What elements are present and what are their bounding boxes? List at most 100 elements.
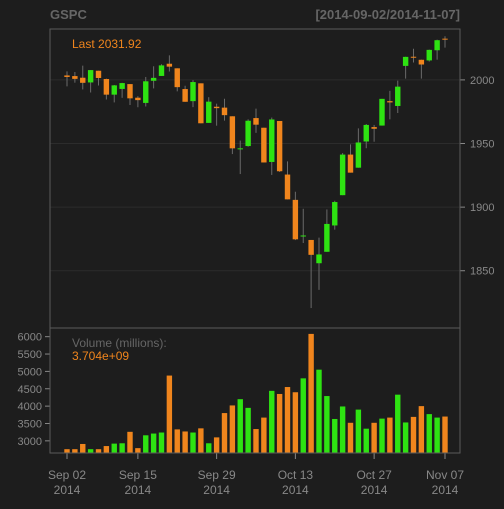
candle-body [245,120,251,147]
volume-tick-label: 4500 [18,384,42,396]
volume-bar [111,443,117,453]
x-tick-year: 2014 [54,483,81,497]
x-tick-year: 2014 [361,483,388,497]
candle-body [300,235,306,237]
candle-body [316,254,322,264]
volume-bar [206,443,212,453]
volume-bar [166,375,173,453]
volume-bar [284,387,291,453]
volume-bar [316,369,322,453]
price-tick-label: 1900 [470,202,494,214]
candle-body [410,56,417,58]
volume-panel-frame [49,327,461,454]
volume-bar [261,417,267,453]
volume-bar [434,417,440,453]
x-tick-year: 2014 [432,483,459,497]
candle-body [434,40,440,51]
volume-bar [395,394,401,453]
candle-body [347,154,354,173]
candle-body [442,38,448,40]
volume-tick-label: 5000 [18,366,42,378]
candle-body [355,142,362,168]
candle-body [339,154,346,196]
volume-bar [190,432,196,453]
price-tick-label: 2000 [470,75,494,87]
volume-bar [182,431,188,453]
candle-body [213,106,220,109]
volume-axis: 3000 3500 4000 4500 5000 5500 6000 [18,332,50,448]
volume-bar [339,406,346,453]
volume-bar [237,399,243,453]
candle-body [276,120,283,172]
candle-body [371,127,377,129]
candle-body [127,84,133,99]
candle-body [119,83,125,89]
volume-bar [371,422,377,453]
candle-body [190,82,196,102]
volume-bar [72,449,78,453]
volume-bar [355,409,362,453]
candle-body [174,68,180,88]
volume-tick-label: 6000 [18,332,42,344]
volume-bar [269,390,275,453]
candle-body [402,56,409,66]
volume-bar [379,418,385,453]
candle-body [166,63,173,67]
volume-bar [80,443,86,453]
volume-tick-label: 3000 [18,436,42,448]
candle-body [72,76,78,79]
candle-body [332,202,338,226]
volume-bar [174,429,180,453]
x-tick-label: Nov 07 [426,468,464,482]
volume-bar [245,407,251,453]
x-tick-label: Sep 15 [119,468,157,482]
candle-body [292,199,299,240]
volume-bar [143,435,149,453]
volume-bar [87,449,94,453]
volume-last-label: 3.704e+09 [72,349,129,363]
candle-body [182,89,188,102]
candle-body [221,107,228,116]
candle-body [379,98,385,126]
price-grid [50,79,460,272]
candle-body [324,223,330,252]
volume-bar [300,378,306,453]
volume-bar [402,422,409,453]
candle-body [143,81,149,103]
candle-body [253,118,259,125]
price-tick-label: 1850 [470,266,494,278]
x-tick-label: Sep 29 [198,468,236,482]
x-tick-label: Sep 02 [48,468,86,482]
volume-bar [229,405,236,453]
candle-body [229,116,236,149]
volume-bar [95,449,102,453]
volume-bar [442,416,448,453]
volume-bar [387,417,393,453]
volume-bar [363,428,369,453]
volume-bar [127,431,133,453]
candle-body [269,119,275,162]
candle-body [64,75,70,77]
volume-bar [64,449,70,453]
candle-body [261,127,267,163]
candle-body [158,65,165,76]
x-tick-year: 2014 [282,483,309,497]
candle-body [284,174,291,200]
x-tick-label: Oct 13 [278,468,314,482]
x-tick-year: 2014 [125,483,152,497]
candle-body [387,101,393,103]
volume-label: Volume (millions): [72,336,167,350]
volume-bar [119,443,125,453]
candle-body [308,239,314,255]
volume-bar [292,392,299,453]
candle-body [150,77,157,81]
candle-body [95,70,102,78]
candle-body [103,79,110,95]
candle-body [395,86,401,106]
volume-bar [332,418,338,453]
candle-body [418,59,425,65]
volume-bar [213,437,220,453]
